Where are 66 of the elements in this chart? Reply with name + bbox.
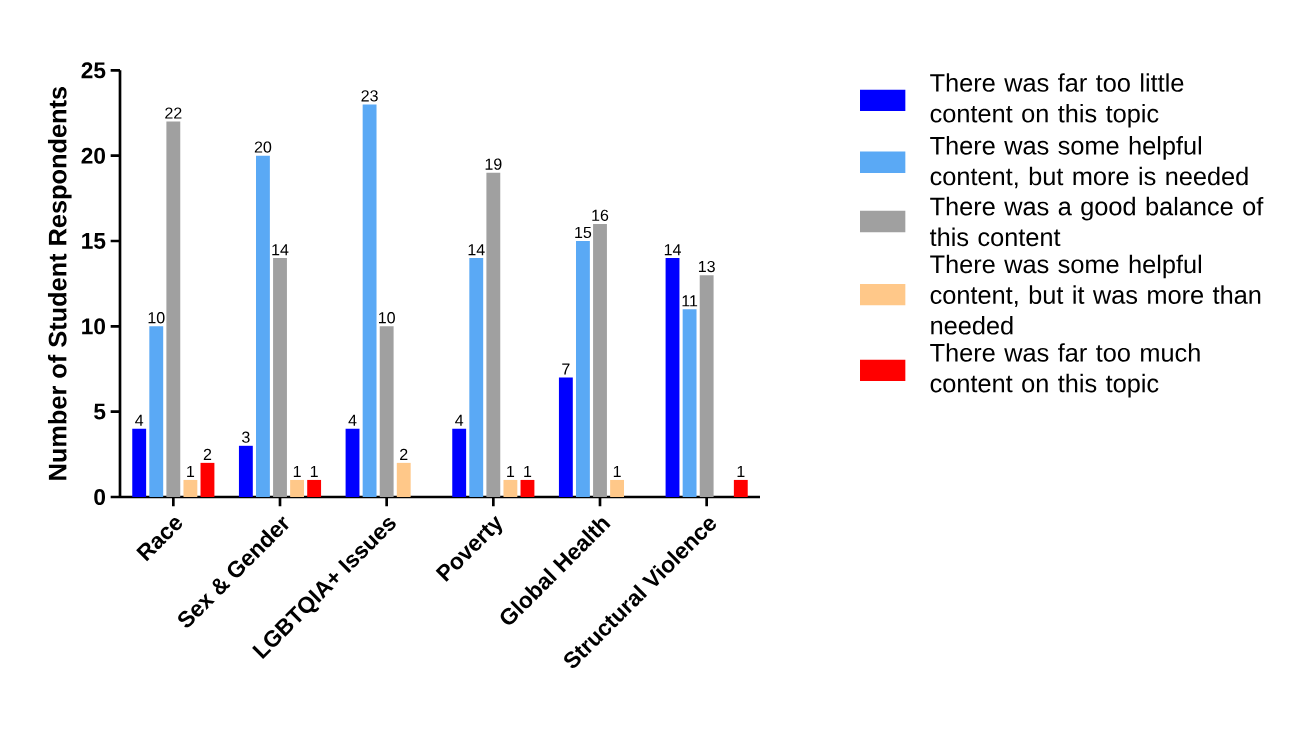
bar (558, 377, 573, 498)
data-label: 1 (507, 466, 515, 477)
bar (503, 479, 518, 498)
data-label: 1 (524, 466, 532, 477)
data-label: 23 (361, 90, 378, 102)
data-label: 1 (310, 466, 318, 477)
bar (362, 104, 377, 498)
data-label: 2 (203, 448, 212, 460)
bar (575, 241, 590, 498)
data-label: 4 (348, 414, 357, 426)
data-label: 10 (378, 312, 395, 324)
bar (273, 258, 287, 498)
bar (699, 275, 714, 498)
data-label: 1 (737, 466, 745, 477)
data-label: 1 (187, 466, 195, 477)
legend-label: There was far too little content on this topic (930, 73, 1184, 128)
bar (256, 155, 270, 498)
data-label: 3 (242, 431, 250, 443)
data-label: 13 (698, 260, 715, 273)
data-label: 2 (400, 448, 408, 460)
y-tick-label: 20 (81, 147, 106, 164)
data-label: 15 (575, 226, 592, 239)
data-label: 20 (254, 141, 272, 153)
bar (665, 258, 680, 498)
legend-label: There was a good balance of this content (929, 196, 1264, 247)
bar (183, 479, 198, 498)
bar (452, 428, 467, 498)
y-tick-label: 10 (82, 318, 106, 335)
bar (166, 121, 181, 498)
legend-label: There was some helpful content, but it was more than needed (930, 254, 1261, 335)
data-label: 16 (592, 209, 609, 221)
bar (379, 326, 394, 498)
y-tick-label: 0 (94, 488, 106, 506)
legend-label: There was far too much content on this topic (930, 343, 1200, 398)
data-label: 19 (485, 158, 502, 170)
data-label: 11 (682, 295, 698, 307)
data-label: 4 (455, 414, 464, 426)
bar (486, 172, 501, 498)
bar (200, 462, 215, 498)
data-label: 14 (468, 244, 485, 256)
bar (345, 428, 360, 498)
bar (610, 479, 624, 498)
bar (307, 479, 322, 498)
data-label: 4 (135, 414, 144, 426)
legend-label: There was some helpful content, but more is needed (930, 136, 1248, 189)
data-label: 1 (613, 466, 621, 477)
data-label: 1 (293, 466, 301, 477)
bar (469, 258, 484, 498)
bar (593, 223, 607, 498)
data-label: 22 (165, 107, 182, 119)
bar (682, 309, 697, 498)
y-tick-label: 15 (82, 233, 106, 249)
bar (396, 462, 411, 498)
bar (733, 479, 748, 498)
bar (149, 326, 164, 498)
data-label: 14 (664, 244, 681, 256)
data-label: 14 (272, 244, 289, 256)
y-tick-label: 25 (81, 62, 106, 79)
bar (290, 479, 304, 498)
data-label: 7 (562, 363, 570, 375)
bar (520, 479, 535, 498)
bar (238, 445, 253, 498)
data-label: 10 (148, 312, 165, 324)
y-tick-label: 5 (94, 403, 106, 420)
bar (132, 428, 147, 498)
y-axis-title: Number of Student Respondents (47, 86, 72, 480)
